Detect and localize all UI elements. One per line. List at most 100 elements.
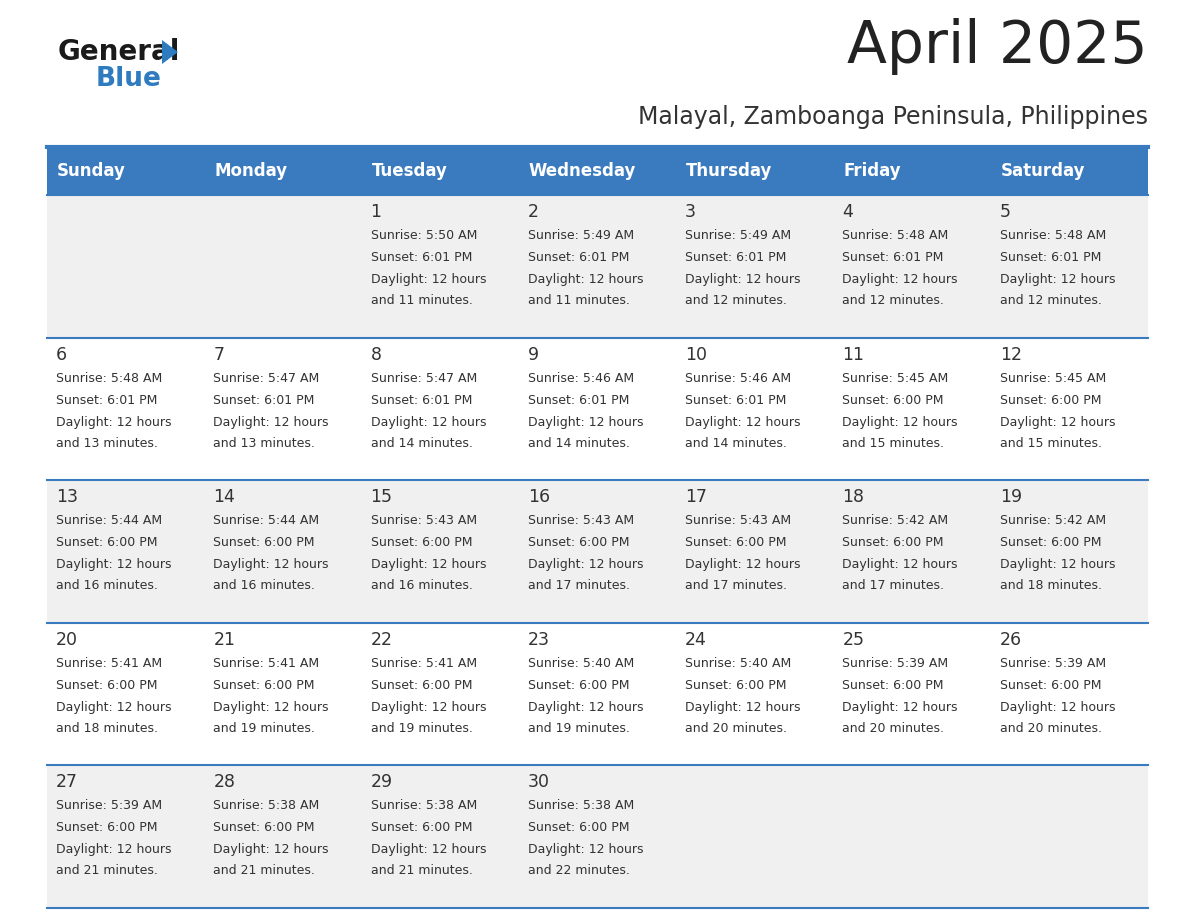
Text: General: General <box>58 38 181 66</box>
Text: Sunset: 6:00 PM: Sunset: 6:00 PM <box>527 822 630 834</box>
Bar <box>48 338 204 480</box>
Text: Sunrise: 5:43 AM: Sunrise: 5:43 AM <box>685 514 791 527</box>
Text: Daylight: 12 hours: Daylight: 12 hours <box>527 700 644 714</box>
Text: Daylight: 12 hours: Daylight: 12 hours <box>371 416 486 429</box>
Bar <box>361 195 519 338</box>
Text: 22: 22 <box>371 631 392 649</box>
Text: 15: 15 <box>371 488 392 506</box>
Text: and 22 minutes.: and 22 minutes. <box>527 865 630 878</box>
Text: Sunset: 6:01 PM: Sunset: 6:01 PM <box>371 251 472 264</box>
Text: Sunrise: 5:38 AM: Sunrise: 5:38 AM <box>371 800 476 812</box>
Text: and 18 minutes.: and 18 minutes. <box>1000 579 1101 592</box>
Bar <box>204 338 361 480</box>
Text: and 16 minutes.: and 16 minutes. <box>214 579 315 592</box>
Text: and 17 minutes.: and 17 minutes. <box>842 579 944 592</box>
Text: Sunrise: 5:44 AM: Sunrise: 5:44 AM <box>214 514 320 527</box>
Text: and 21 minutes.: and 21 minutes. <box>371 865 473 878</box>
Text: Sunset: 6:00 PM: Sunset: 6:00 PM <box>1000 536 1101 549</box>
Text: Friday: Friday <box>843 162 901 181</box>
Text: and 14 minutes.: and 14 minutes. <box>527 437 630 450</box>
Text: 1: 1 <box>371 203 381 221</box>
Text: Sunrise: 5:48 AM: Sunrise: 5:48 AM <box>1000 229 1106 242</box>
Text: Daylight: 12 hours: Daylight: 12 hours <box>1000 416 1116 429</box>
Text: Daylight: 12 hours: Daylight: 12 hours <box>56 700 171 714</box>
Text: 9: 9 <box>527 345 539 364</box>
Text: and 11 minutes.: and 11 minutes. <box>527 294 630 307</box>
Text: Sunday: Sunday <box>57 162 126 181</box>
Text: Sunset: 6:01 PM: Sunset: 6:01 PM <box>527 251 630 264</box>
Bar <box>361 766 519 908</box>
Bar <box>991 766 1148 908</box>
Bar <box>519 338 676 480</box>
Text: Daylight: 12 hours: Daylight: 12 hours <box>371 273 486 286</box>
Text: 5: 5 <box>1000 203 1011 221</box>
Text: Daylight: 12 hours: Daylight: 12 hours <box>56 844 171 856</box>
Text: Sunset: 6:00 PM: Sunset: 6:00 PM <box>214 536 315 549</box>
Text: Daylight: 12 hours: Daylight: 12 hours <box>371 700 486 714</box>
Bar <box>48 622 204 766</box>
Text: and 21 minutes.: and 21 minutes. <box>214 865 315 878</box>
Text: Daylight: 12 hours: Daylight: 12 hours <box>1000 700 1116 714</box>
Bar <box>676 195 834 338</box>
Text: Sunrise: 5:41 AM: Sunrise: 5:41 AM <box>214 656 320 670</box>
Bar <box>361 480 519 622</box>
Text: Blue: Blue <box>96 66 162 92</box>
Text: Sunset: 6:00 PM: Sunset: 6:00 PM <box>214 678 315 692</box>
Text: Sunset: 6:00 PM: Sunset: 6:00 PM <box>371 536 472 549</box>
Text: Daylight: 12 hours: Daylight: 12 hours <box>214 416 329 429</box>
Text: Daylight: 12 hours: Daylight: 12 hours <box>371 844 486 856</box>
Text: Sunrise: 5:39 AM: Sunrise: 5:39 AM <box>56 800 162 812</box>
Text: Sunrise: 5:40 AM: Sunrise: 5:40 AM <box>685 656 791 670</box>
Text: and 13 minutes.: and 13 minutes. <box>56 437 158 450</box>
Text: 11: 11 <box>842 345 865 364</box>
Text: Thursday: Thursday <box>687 162 772 181</box>
Text: 18: 18 <box>842 488 865 506</box>
Text: Sunset: 6:00 PM: Sunset: 6:00 PM <box>56 822 158 834</box>
Bar <box>991 148 1148 195</box>
Text: Sunset: 6:01 PM: Sunset: 6:01 PM <box>214 394 315 407</box>
Text: Daylight: 12 hours: Daylight: 12 hours <box>1000 273 1116 286</box>
Text: Sunrise: 5:48 AM: Sunrise: 5:48 AM <box>842 229 949 242</box>
Bar <box>519 148 676 195</box>
Bar <box>676 338 834 480</box>
Text: Sunrise: 5:48 AM: Sunrise: 5:48 AM <box>56 372 163 385</box>
Text: Sunset: 6:00 PM: Sunset: 6:00 PM <box>1000 394 1101 407</box>
Text: Daylight: 12 hours: Daylight: 12 hours <box>527 844 644 856</box>
Bar <box>834 480 991 622</box>
Text: 13: 13 <box>56 488 78 506</box>
Text: 28: 28 <box>214 773 235 791</box>
Text: and 14 minutes.: and 14 minutes. <box>371 437 473 450</box>
Text: Sunset: 6:00 PM: Sunset: 6:00 PM <box>56 678 158 692</box>
Text: Daylight: 12 hours: Daylight: 12 hours <box>685 273 801 286</box>
Text: Sunrise: 5:40 AM: Sunrise: 5:40 AM <box>527 656 634 670</box>
Text: 23: 23 <box>527 631 550 649</box>
Text: 10: 10 <box>685 345 707 364</box>
Text: 12: 12 <box>1000 345 1022 364</box>
Text: 7: 7 <box>214 345 225 364</box>
Text: Malayal, Zamboanga Peninsula, Philippines: Malayal, Zamboanga Peninsula, Philippine… <box>638 105 1148 129</box>
Text: 30: 30 <box>527 773 550 791</box>
Bar <box>991 195 1148 338</box>
Bar <box>519 622 676 766</box>
Bar <box>48 195 204 338</box>
Text: Sunset: 6:00 PM: Sunset: 6:00 PM <box>842 678 944 692</box>
Bar <box>204 148 361 195</box>
Text: Daylight: 12 hours: Daylight: 12 hours <box>527 273 644 286</box>
Text: and 17 minutes.: and 17 minutes. <box>685 579 788 592</box>
Text: Sunrise: 5:45 AM: Sunrise: 5:45 AM <box>1000 372 1106 385</box>
Text: Sunset: 6:00 PM: Sunset: 6:00 PM <box>371 822 472 834</box>
Bar <box>519 480 676 622</box>
Bar <box>204 195 361 338</box>
Bar <box>991 480 1148 622</box>
Text: 3: 3 <box>685 203 696 221</box>
Text: Sunrise: 5:47 AM: Sunrise: 5:47 AM <box>371 372 476 385</box>
Text: and 18 minutes.: and 18 minutes. <box>56 722 158 734</box>
Text: 14: 14 <box>214 488 235 506</box>
Bar <box>834 622 991 766</box>
Text: Sunset: 6:01 PM: Sunset: 6:01 PM <box>685 251 786 264</box>
Text: Sunset: 6:00 PM: Sunset: 6:00 PM <box>527 678 630 692</box>
Text: Sunset: 6:00 PM: Sunset: 6:00 PM <box>56 536 158 549</box>
Text: Sunset: 6:00 PM: Sunset: 6:00 PM <box>371 678 472 692</box>
Text: and 15 minutes.: and 15 minutes. <box>842 437 944 450</box>
Text: and 14 minutes.: and 14 minutes. <box>685 437 786 450</box>
